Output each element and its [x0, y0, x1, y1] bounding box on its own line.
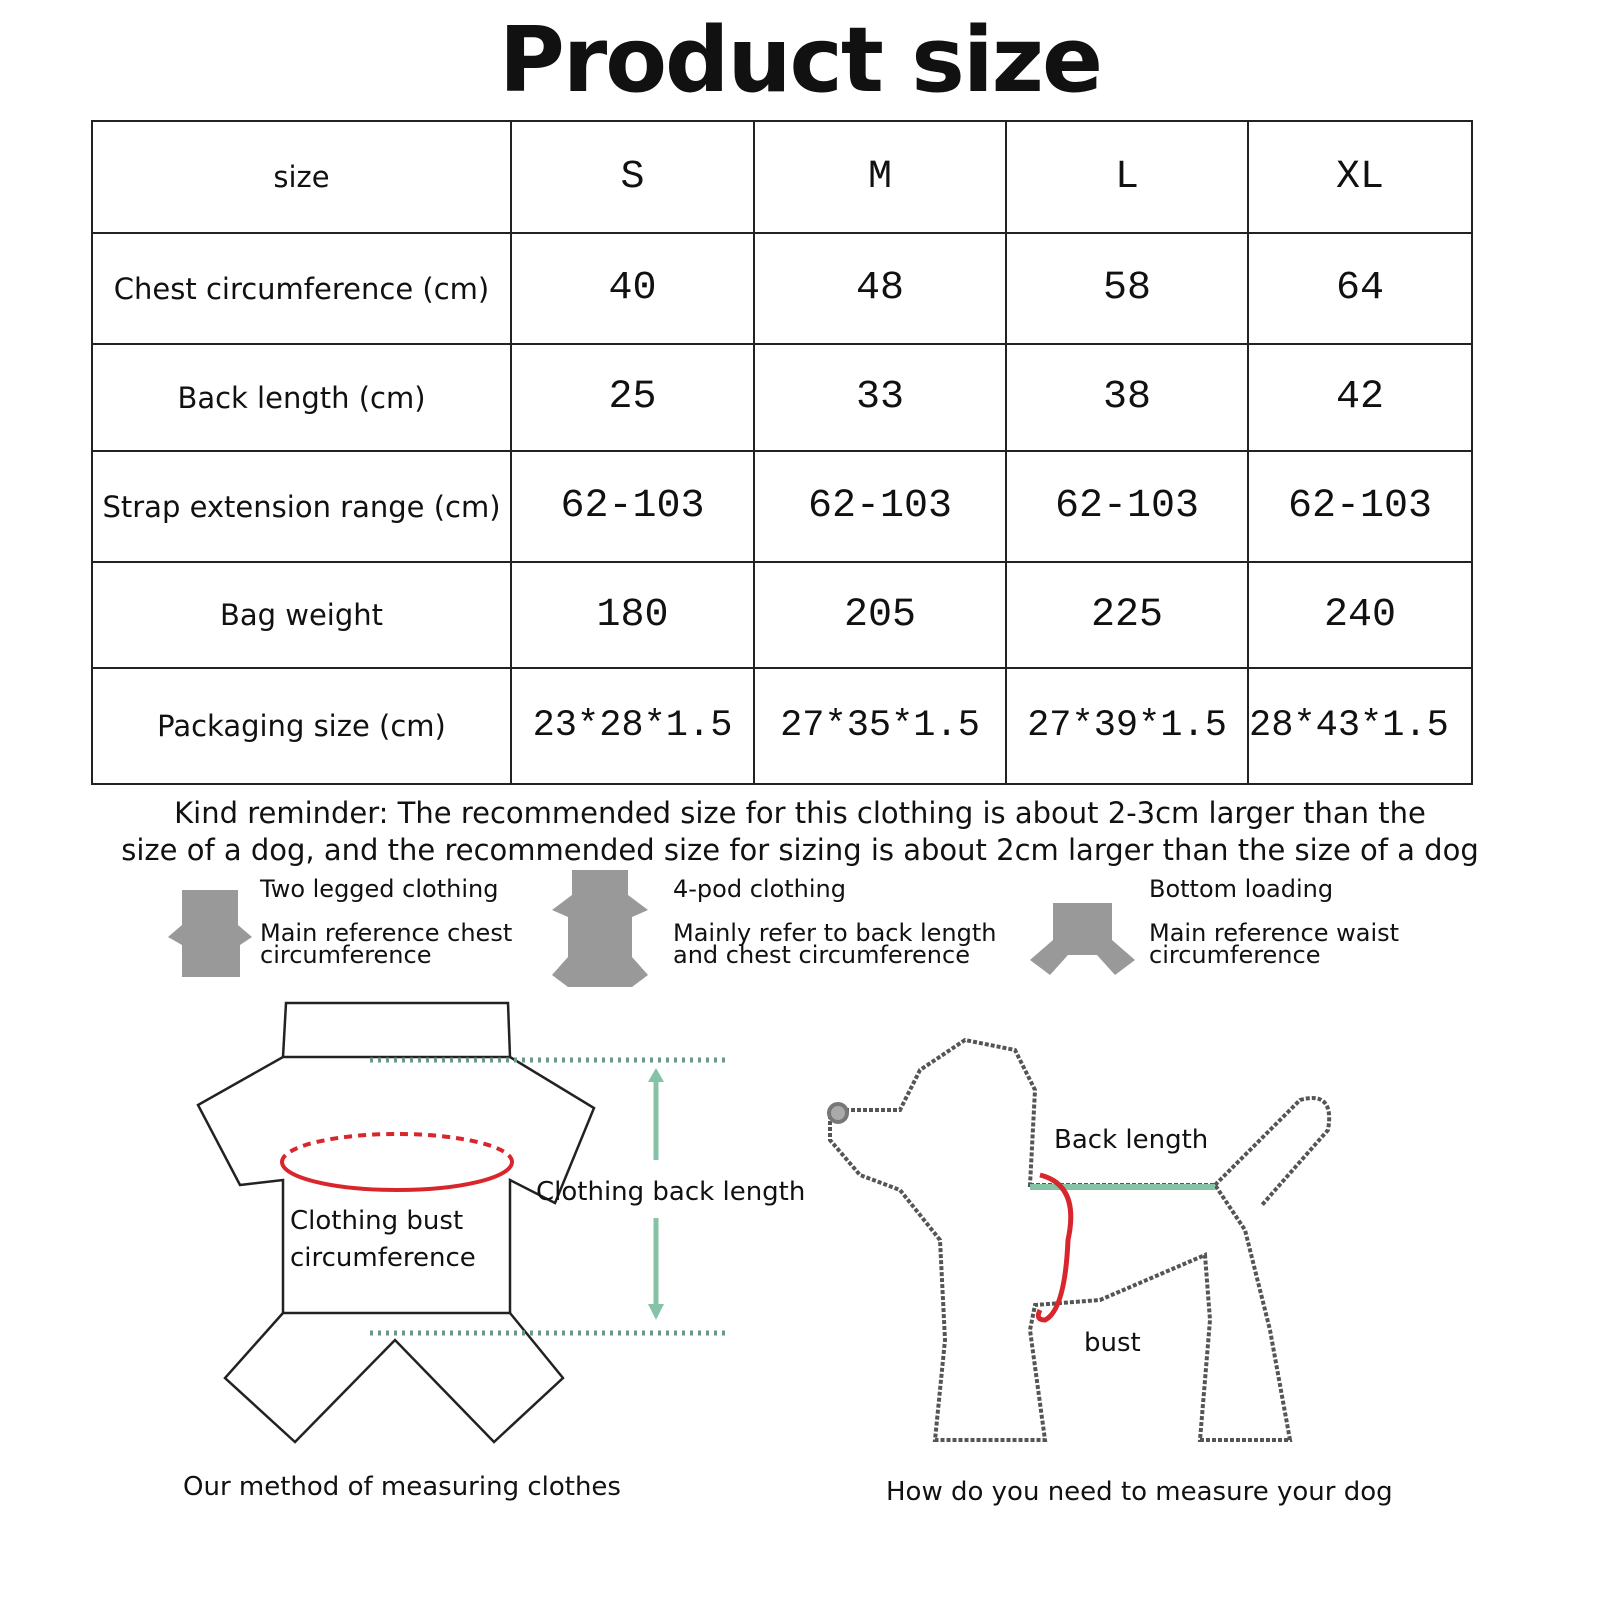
- row-label: Strap extension range (cm): [91, 450, 512, 563]
- kind-reminder: Kind reminder: The recommended size for …: [60, 795, 1540, 869]
- type-desc: and chest circumference: [673, 941, 970, 969]
- type-desc: Main reference chest: [260, 919, 513, 947]
- cell: 40: [510, 232, 755, 345]
- cell: 180: [510, 561, 755, 669]
- type-desc: circumference: [1149, 941, 1321, 969]
- table-row: Chest circumference (cm) 40 48 58 64: [91, 232, 1473, 345]
- table-row: Bag weight 180 205 225 240: [91, 561, 1473, 669]
- cell: 23*28*1.5: [510, 667, 755, 785]
- dog-bust-label: bust: [1084, 1328, 1141, 1358]
- four-legged-clothing-icon: [552, 870, 648, 987]
- reminder-line-2: size of a dog, and the recommended size …: [121, 833, 1479, 867]
- two-legged-clothing-icon: [168, 890, 252, 977]
- header-label: size: [91, 120, 512, 234]
- reminder-line-1: Kind reminder: The recommended size for …: [174, 796, 1426, 830]
- cell: 33: [753, 343, 1007, 452]
- cell: 62-103: [753, 450, 1007, 563]
- dog-diagram: [827, 1037, 1332, 1442]
- cell: 58: [1005, 232, 1249, 345]
- type-four-legged: 4-pod clothing Mainly refer to back leng…: [673, 875, 997, 969]
- row-label: Back length (cm): [91, 343, 512, 452]
- type-bottom-loading: Bottom loading Main reference waist circ…: [1149, 875, 1400, 969]
- cell: 48: [753, 232, 1007, 345]
- table-row: Back length (cm) 25 33 38 42: [91, 343, 1473, 452]
- row-label: Chest circumference (cm): [91, 232, 512, 345]
- bust-label-line-2: circumference: [290, 1243, 476, 1273]
- bust-label-line-1: Clothing bust: [290, 1206, 464, 1236]
- type-desc: circumference: [260, 941, 432, 969]
- table-row: Strap extension range (cm) 62-103 62-103…: [91, 450, 1473, 563]
- table-row: Packaging size (cm) 23*28*1.5 27*35*1.5 …: [91, 667, 1473, 785]
- cell: 27*39*1.5: [1005, 667, 1249, 785]
- cell: 62-103: [510, 450, 755, 563]
- type-desc: Mainly refer to back length: [673, 919, 997, 947]
- page-title: Product size: [498, 8, 1103, 113]
- cell: 240: [1247, 561, 1473, 669]
- size-xl: XL: [1247, 120, 1473, 234]
- cell: 38: [1005, 343, 1249, 452]
- size-s: S: [510, 120, 755, 234]
- clothes-diagram: [196, 1001, 730, 1444]
- cell: 64: [1247, 232, 1473, 345]
- row-label: Packaging size (cm): [91, 667, 512, 785]
- bottom-loading-icon: [1030, 903, 1135, 975]
- dog-back-length-label: Back length: [1054, 1125, 1209, 1155]
- size-m: M: [753, 120, 1007, 234]
- clothes-caption: Our method of measuring clothes: [183, 1472, 621, 1502]
- cell: 28*43*1.5: [1247, 667, 1473, 785]
- clothing-bust-label: Clothing bust circumference: [290, 1203, 476, 1277]
- cell: 25: [510, 343, 755, 452]
- cell: 62-103: [1247, 450, 1473, 563]
- clothing-back-length-label: Clothing back length: [536, 1177, 806, 1207]
- cell: 205: [753, 561, 1007, 669]
- dog-caption: How do you need to measure your dog: [886, 1477, 1393, 1507]
- row-label: Bag weight: [91, 561, 512, 669]
- cell: 42: [1247, 343, 1473, 452]
- cell: 27*35*1.5: [753, 667, 1007, 785]
- size-l: L: [1005, 120, 1249, 234]
- cell: 62-103: [1005, 450, 1249, 563]
- cell: 225: [1005, 561, 1249, 669]
- type-title: 4-pod clothing: [673, 875, 846, 903]
- type-title: Bottom loading: [1149, 875, 1334, 903]
- type-title: Two legged clothing: [260, 875, 499, 903]
- type-two-legged: Two legged clothing Main reference chest…: [260, 875, 513, 969]
- table-header-row: size S M L XL: [91, 120, 1473, 234]
- type-desc: Main reference waist: [1149, 919, 1400, 947]
- size-table: size S M L XL Chest circumference (cm) 4…: [91, 120, 1473, 785]
